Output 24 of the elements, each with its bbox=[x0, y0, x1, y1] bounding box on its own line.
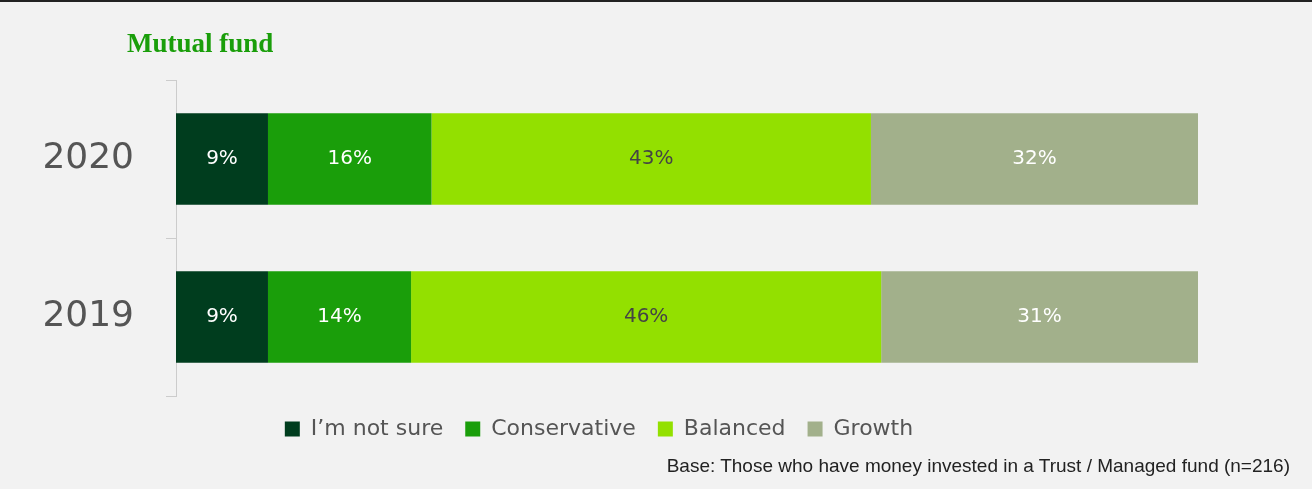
data-label: 9% bbox=[206, 145, 238, 170]
data-label: 46% bbox=[623, 303, 669, 328]
y-tick-label: 2019 bbox=[42, 293, 134, 335]
data-label: 43% bbox=[629, 145, 674, 170]
bar bbox=[411, 271, 882, 363]
data-label: 14% bbox=[317, 303, 362, 328]
bar bbox=[870, 113, 1198, 205]
bar bbox=[176, 271, 268, 363]
legend-label: Growth bbox=[833, 414, 914, 440]
bar bbox=[267, 271, 412, 363]
data-label: 31% bbox=[1017, 303, 1062, 328]
data-label: 32% bbox=[1012, 145, 1057, 170]
data-label: 16% bbox=[327, 145, 372, 170]
bar bbox=[431, 113, 871, 205]
legend-label: Balanced bbox=[683, 414, 786, 440]
legend-label: I’m not sure bbox=[310, 414, 444, 440]
bar bbox=[881, 271, 1198, 363]
chart-title: Mutual fund bbox=[127, 28, 274, 59]
y-tick-label: 2020 bbox=[42, 135, 134, 177]
legend-label: Conservative bbox=[491, 414, 636, 440]
bar bbox=[267, 113, 432, 205]
text: Base: Those who have money invested in a Trust / Managed fund (n=216) bbox=[666, 455, 1290, 477]
bar bbox=[176, 113, 268, 205]
data-label: 9% bbox=[206, 303, 238, 328]
